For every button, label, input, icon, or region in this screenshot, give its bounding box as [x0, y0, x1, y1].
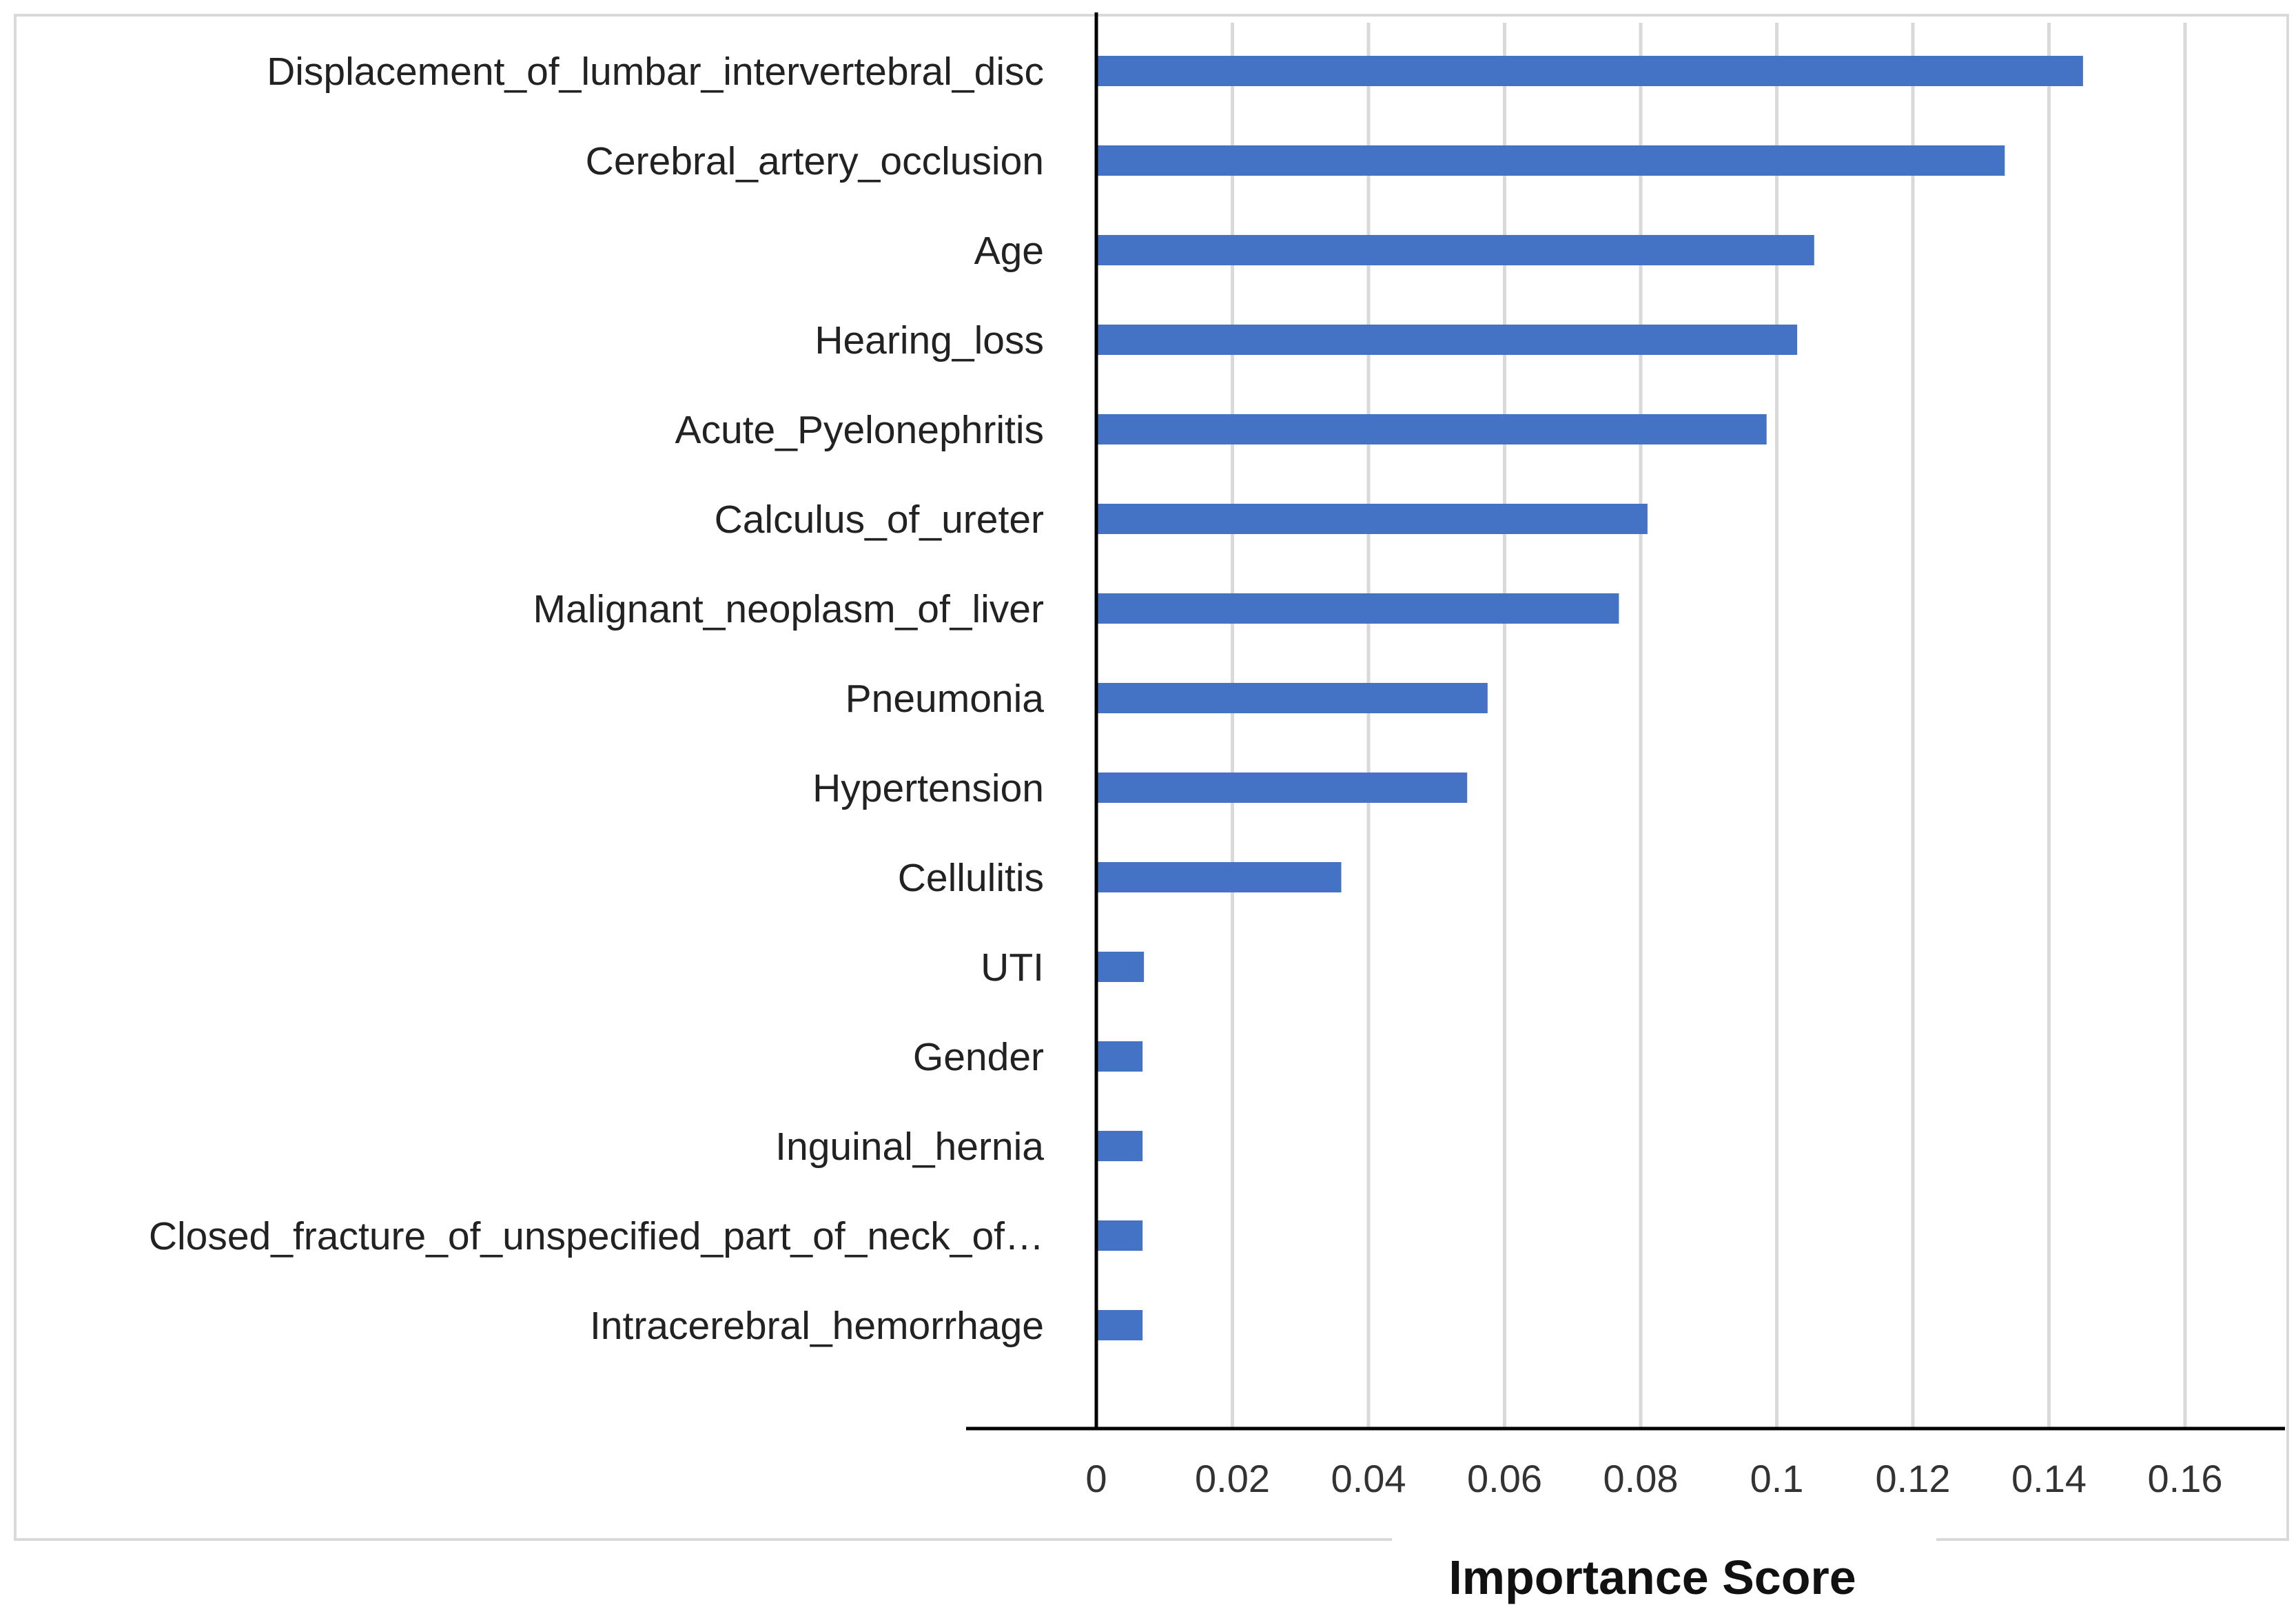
x-tick-label: 0.06: [1467, 1457, 1542, 1500]
chart-frame: [14, 14, 2289, 1541]
x-tick-label: 0.02: [1195, 1457, 1270, 1500]
bar: [1096, 952, 1145, 982]
bar: [1096, 773, 1468, 803]
x-tick-label: 0.04: [1331, 1457, 1406, 1500]
bar: [1096, 1041, 1143, 1072]
x-tick-label: 0.12: [1876, 1457, 1951, 1500]
x-tick-label: 0.08: [1603, 1457, 1679, 1500]
category-label: Closed_fracture_of_unspecified_part_of_n…: [149, 1214, 1044, 1258]
category-label: Hypertension: [812, 766, 1044, 810]
bar: [1096, 862, 1342, 892]
category-label: Gender: [913, 1035, 1044, 1079]
category-label: Inguinal_hernia: [775, 1125, 1044, 1169]
category-label: Cerebral_artery_occlusion: [586, 139, 1044, 183]
bar: [1096, 504, 1648, 534]
axis-title-background: [1392, 1530, 1936, 1551]
bar: [1096, 145, 2005, 176]
category-label: Pneumonia: [845, 677, 1045, 721]
category-label: Hearing_loss: [814, 318, 1044, 362]
bar: [1096, 414, 1767, 444]
bar: [1096, 325, 1798, 355]
category-label-layer: Displacement_of_lumbar_intervertebral_di…: [149, 50, 1044, 1348]
category-label: Malignant_neoplasm_of_liver: [533, 587, 1044, 631]
x-tick-label: 0: [1085, 1457, 1107, 1500]
grid-layer: [1231, 23, 2187, 1429]
category-label: Age: [974, 229, 1044, 273]
tick-label-layer: 0 0.02 0.04 0.06 0.08 0.1 0.12 0.14 0.16: [1085, 1457, 2222, 1500]
bar-layer: [1096, 56, 2083, 1340]
bar: [1096, 56, 2083, 86]
category-label: Cellulitis: [898, 856, 1044, 900]
x-tick-label: 0.14: [2011, 1457, 2087, 1500]
x-tick-label: 0.1: [1750, 1457, 1804, 1500]
category-label: UTI: [981, 945, 1044, 990]
bar: [1096, 593, 1619, 624]
x-tick-label: 0.16: [2148, 1457, 2223, 1500]
x-axis-title: Importance Score: [1448, 1551, 1856, 1604]
category-label: Calculus_of_ureter: [715, 498, 1044, 542]
category-label: Acute_Pyelonephritis: [675, 408, 1045, 452]
category-label: Intracerebral_hemorrhage: [590, 1304, 1044, 1348]
axis-layer: [966, 12, 2285, 1431]
category-label: Displacement_of_lumbar_intervertebral_di…: [267, 50, 1044, 94]
bar: [1096, 683, 1488, 713]
bar: [1096, 1220, 1143, 1251]
bar: [1096, 1310, 1143, 1340]
bar: [1096, 1131, 1143, 1161]
bar: [1096, 235, 1814, 265]
